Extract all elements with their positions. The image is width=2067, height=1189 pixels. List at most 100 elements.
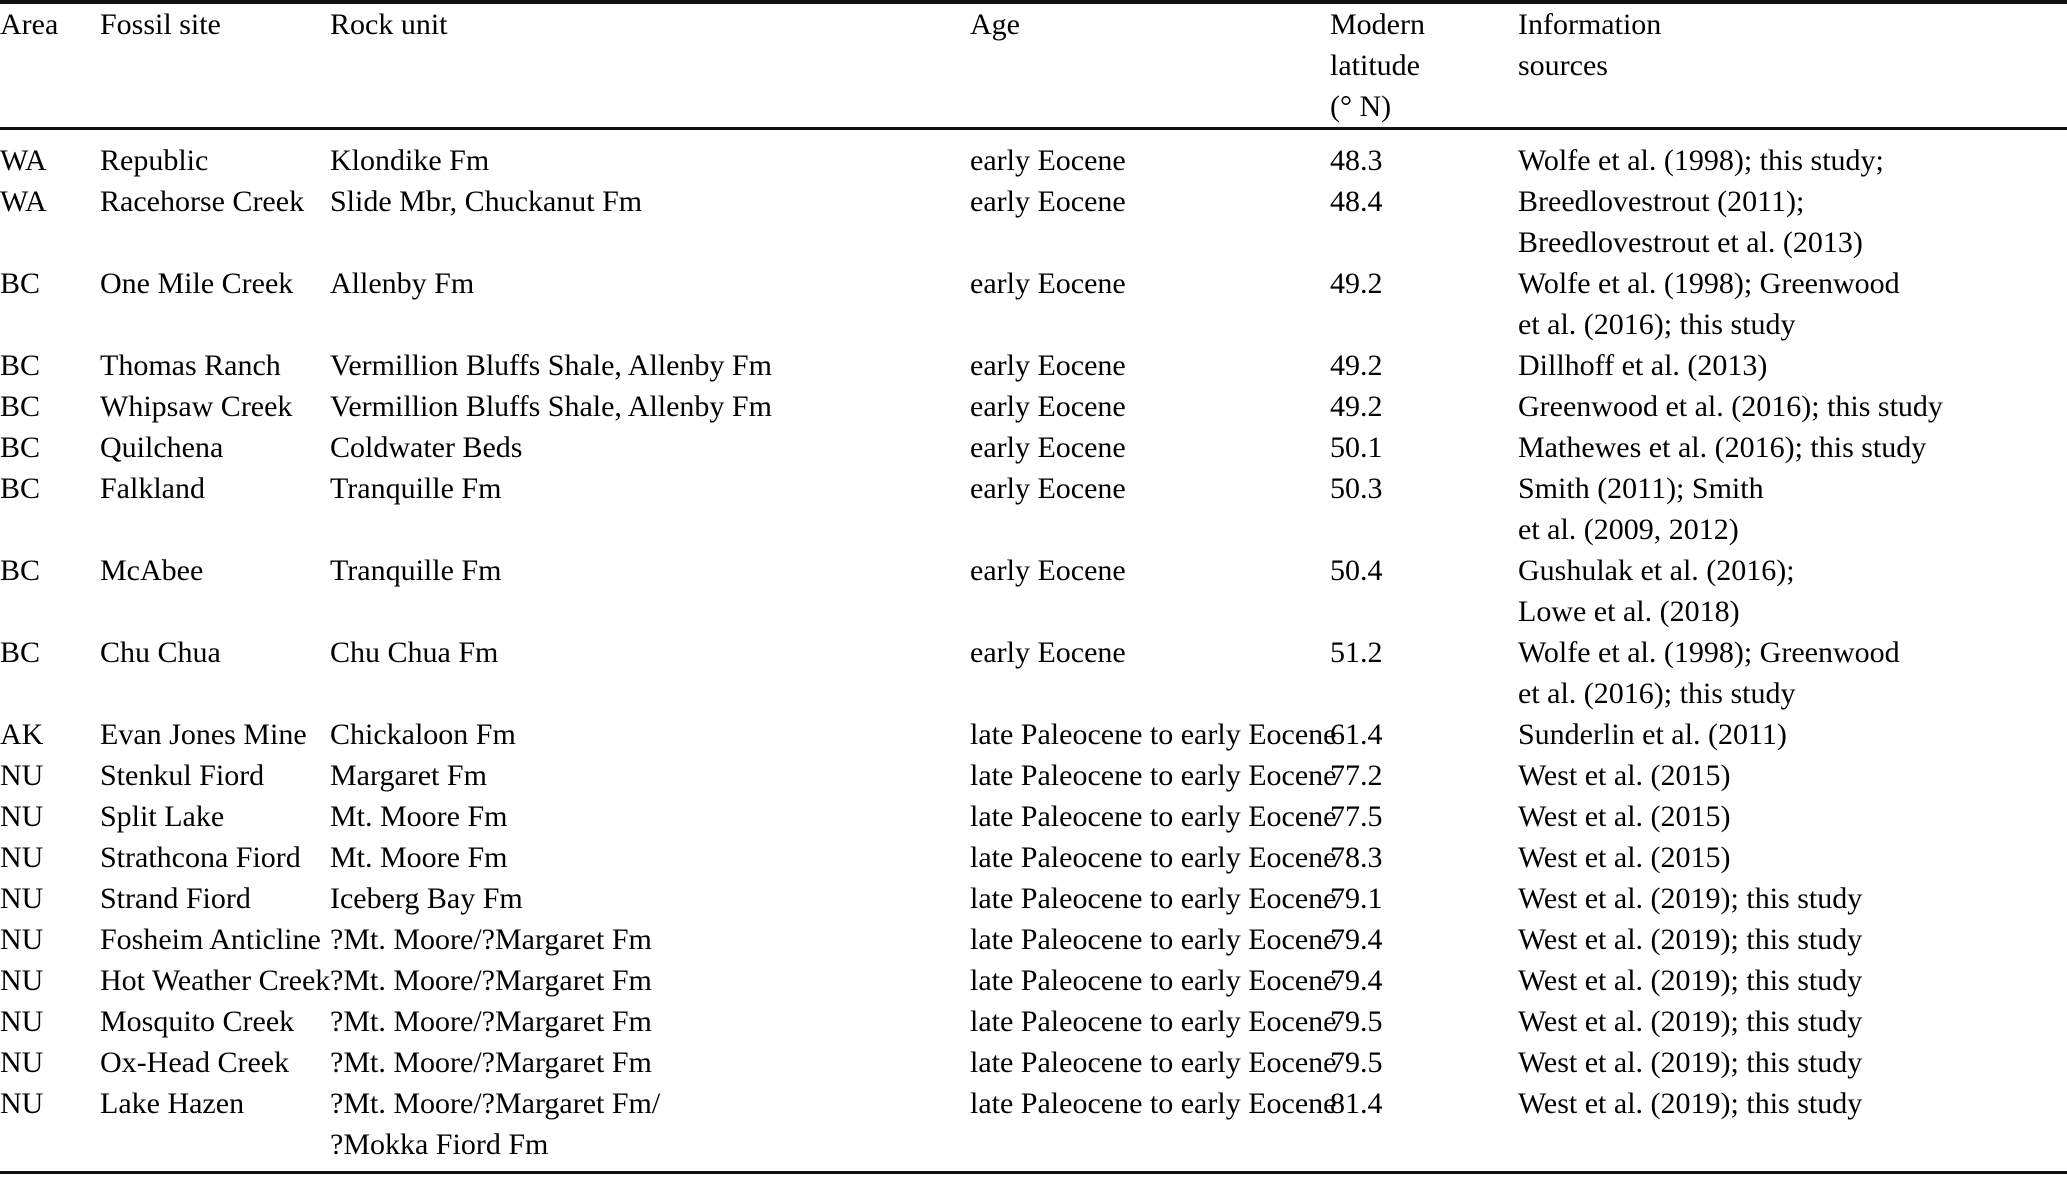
table-row: BC Thomas Ranch Vermillion Bluffs Shale,…: [0, 345, 2067, 386]
cell-fossil-site: Falkland: [100, 472, 205, 505]
cell-sources: West et al. (2019); this study: [1518, 1087, 1863, 1120]
cell-area: WA: [0, 185, 47, 218]
cell-rock-unit: ?Mt. Moore/?Margaret Fm: [330, 964, 652, 997]
table-row: BC Whipsaw Creek Vermillion Bluffs Shale…: [0, 386, 2067, 427]
col-header-fossil-site: Fossil site: [100, 2, 330, 130]
cell-area: NU: [0, 1046, 44, 1079]
cell-age: late Paleocene to early Eocene: [970, 800, 1337, 833]
col-header-modern-latitude: Modern latitude (° N): [1330, 2, 1518, 130]
cell-sources: Gushulak et al. (2016); Lowe et al. (201…: [1518, 554, 1795, 628]
table-row: NU Lake Hazen ?Mt. Moore/?Margaret Fm/ ?…: [0, 1083, 2067, 1173]
cell-latitude: 49.2: [1330, 267, 1383, 300]
cell-rock-unit: Klondike Fm: [330, 144, 490, 177]
cell-sources: West et al. (2015): [1518, 841, 1731, 874]
table-row: AK Evan Jones Mine Chickaloon Fm late Pa…: [0, 714, 2067, 755]
cell-sources: Wolfe et al. (1998); Greenwood et al. (2…: [1518, 636, 1900, 710]
header-row: Area Fossil site Rock unit Age Modern la…: [0, 2, 2067, 130]
cell-age: late Paleocene to early Eocene: [970, 923, 1337, 956]
cell-area: BC: [0, 472, 41, 505]
table-row: NU Strand Fiord Iceberg Bay Fm late Pale…: [0, 878, 2067, 919]
cell-sources: West et al. (2019); this study: [1518, 882, 1863, 915]
cell-area: NU: [0, 841, 44, 874]
cell-rock-unit: Allenby Fm: [330, 267, 475, 300]
table-row: WA Racehorse Creek Slide Mbr, Chuckanut …: [0, 181, 2067, 263]
cell-fossil-site: McAbee: [100, 554, 204, 587]
cell-area: WA: [0, 144, 47, 177]
cell-sources: Sunderlin et al. (2011): [1518, 718, 1787, 751]
cell-latitude: 81.4: [1330, 1087, 1383, 1120]
cell-latitude: 79.4: [1330, 964, 1383, 997]
cell-fossil-site: Ox-Head Creek: [100, 1046, 290, 1079]
col-header-information-sources: Information sources: [1518, 2, 2067, 130]
cell-rock-unit: Mt. Moore Fm: [330, 841, 508, 874]
cell-rock-unit: Chu Chua Fm: [330, 636, 499, 669]
cell-area: BC: [0, 390, 41, 423]
cell-rock-unit: ?Mt. Moore/?Margaret Fm: [330, 1046, 652, 1079]
cell-age: late Paleocene to early Eocene: [970, 718, 1337, 751]
cell-rock-unit: Tranquille Fm: [330, 554, 502, 587]
cell-fossil-site: Strand Fiord: [100, 882, 251, 915]
cell-latitude: 79.1: [1330, 882, 1383, 915]
cell-area: NU: [0, 759, 44, 792]
cell-latitude: 61.4: [1330, 718, 1383, 751]
cell-latitude: 79.5: [1330, 1046, 1383, 1079]
cell-area: NU: [0, 1087, 44, 1120]
cell-latitude: 49.2: [1330, 349, 1383, 382]
cell-sources: West et al. (2019); this study: [1518, 1005, 1863, 1038]
cell-latitude: 79.5: [1330, 1005, 1383, 1038]
cell-age: early Eocene: [970, 390, 1126, 423]
cell-rock-unit: Mt. Moore Fm: [330, 800, 508, 833]
cell-area: NU: [0, 800, 44, 833]
cell-rock-unit: ?Mt. Moore/?Margaret Fm/ ?Mokka Fiord Fm: [330, 1087, 661, 1161]
cell-age: early Eocene: [970, 349, 1126, 382]
cell-latitude: 50.4: [1330, 554, 1383, 587]
cell-area: AK: [0, 718, 44, 751]
cell-age: early Eocene: [970, 144, 1126, 177]
cell-age: late Paleocene to early Eocene: [970, 841, 1337, 874]
cell-fossil-site: Hot Weather Creek: [100, 964, 331, 997]
cell-rock-unit: Coldwater Beds: [330, 431, 523, 464]
table-row: NU Fosheim Anticline ?Mt. Moore/?Margare…: [0, 919, 2067, 960]
cell-sources: West et al. (2019); this study: [1518, 923, 1863, 956]
cell-latitude: 78.3: [1330, 841, 1383, 874]
cell-fossil-site: Chu Chua: [100, 636, 221, 669]
cell-rock-unit: Margaret Fm: [330, 759, 487, 792]
table-row: NU Strathcona Fiord Mt. Moore Fm late Pa…: [0, 837, 2067, 878]
table-row: NU Mosquito Creek ?Mt. Moore/?Margaret F…: [0, 1001, 2067, 1042]
cell-age: late Paleocene to early Eocene: [970, 964, 1337, 997]
cell-fossil-site: Evan Jones Mine: [100, 718, 307, 751]
cell-sources: West et al. (2015): [1518, 759, 1731, 792]
cell-sources: Mathewes et al. (2016); this study: [1518, 431, 1927, 464]
cell-area: BC: [0, 554, 41, 587]
cell-fossil-site: Mosquito Creek: [100, 1005, 295, 1038]
cell-age: late Paleocene to early Eocene: [970, 882, 1337, 915]
cell-latitude: 49.2: [1330, 390, 1383, 423]
cell-area: NU: [0, 882, 44, 915]
cell-fossil-site: Thomas Ranch: [100, 349, 281, 382]
cell-rock-unit: Slide Mbr, Chuckanut Fm: [330, 185, 643, 218]
cell-sources: West et al. (2019); this study: [1518, 1046, 1863, 1079]
cell-rock-unit: Tranquille Fm: [330, 472, 502, 505]
table-row: BC McAbee Tranquille Fm early Eocene 50.…: [0, 550, 2067, 632]
cell-age: late Paleocene to early Eocene: [970, 1005, 1337, 1038]
cell-age: late Paleocene to early Eocene: [970, 1087, 1337, 1120]
col-header-area: Area: [0, 2, 100, 130]
cell-area: BC: [0, 267, 41, 300]
cell-area: BC: [0, 636, 41, 669]
table-row: NU Ox-Head Creek ?Mt. Moore/?Margaret Fm…: [0, 1042, 2067, 1083]
cell-rock-unit: Vermillion Bluffs Shale, Allenby Fm: [330, 349, 772, 382]
table-row: BC Chu Chua Chu Chua Fm early Eocene 51.…: [0, 632, 2067, 714]
cell-sources: Wolfe et al. (1998); Greenwood et al. (2…: [1518, 267, 1900, 341]
cell-rock-unit: ?Mt. Moore/?Margaret Fm: [330, 923, 652, 956]
cell-rock-unit: ?Mt. Moore/?Margaret Fm: [330, 1005, 652, 1038]
cell-rock-unit: Chickaloon Fm: [330, 718, 516, 751]
cell-fossil-site: Racehorse Creek: [100, 185, 305, 218]
cell-age: late Paleocene to early Eocene: [970, 759, 1337, 792]
cell-age: early Eocene: [970, 636, 1126, 669]
table-row: NU Hot Weather Creek ?Mt. Moore/?Margare…: [0, 960, 2067, 1001]
table-row: NU Stenkul Fiord Margaret Fm late Paleoc…: [0, 755, 2067, 796]
cell-area: BC: [0, 431, 41, 464]
cell-fossil-site: Fosheim Anticline: [100, 923, 321, 956]
cell-age: early Eocene: [970, 267, 1126, 300]
